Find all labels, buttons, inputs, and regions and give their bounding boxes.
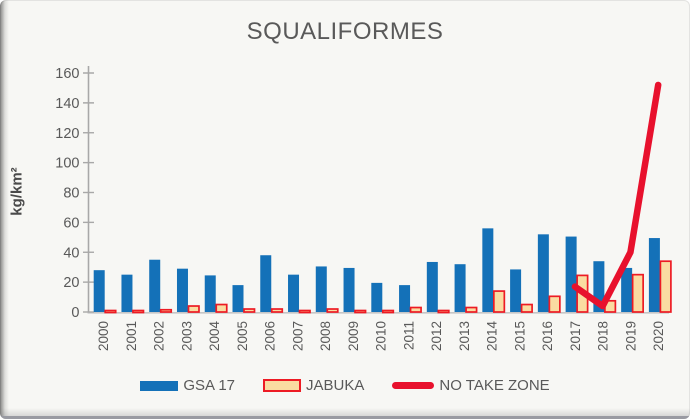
chart-legend: GSA 17 JABUKA NO TAKE ZONE [0,377,690,394]
x-tick-label-2015: 2015 [512,321,527,351]
chart-title: SQUALIFORMES [246,18,444,45]
bar-jabuka-2003 [187,305,200,313]
bar-jabuka-2006 [270,308,284,313]
x-tick-label-2006: 2006 [263,321,278,351]
bar-gsa17-2016 [537,234,549,312]
legend-item-gsa17: GSA 17 [140,377,235,394]
bar-gsa17-2013 [454,264,466,312]
x-tick-label-2013: 2013 [457,321,472,351]
x-tick-label-2004: 2004 [207,321,222,352]
bar-jabuka-2013 [465,306,478,313]
bar-jabuka-2009 [354,309,367,314]
x-tick-label-2014: 2014 [485,321,500,352]
legend-label-no-take-zone: NO TAKE ZONE [439,377,550,394]
bar-gsa17-2000 [93,270,105,312]
x-tick-label-2007: 2007 [290,321,305,351]
y-tick-label-40: 40 [63,245,79,261]
bar-jabuka-2014 [492,290,506,313]
bar-jabuka-2010 [381,309,395,314]
gsa17-swatch-icon [140,380,179,391]
bar-jabuka-2004 [215,303,228,313]
bar-gsa17-2011 [399,285,411,312]
no-take-zone-swatch-icon [392,382,435,389]
bar-jabuka-2001 [132,309,145,314]
x-tick-label-2008: 2008 [318,321,333,351]
y-tick-label-60: 60 [63,215,79,231]
bar-gsa17-2012 [426,261,438,312]
no-take-zone-line [571,81,662,310]
bar-jabuka-2000 [104,309,117,314]
y-tick-label-140: 140 [55,96,79,112]
x-tick-label-2003: 2003 [179,321,194,351]
bar-gsa17-2006 [260,255,272,312]
legend-item-no-take-zone: NO TAKE ZONE [392,377,550,394]
legend-item-jabuka: JABUKA [263,377,364,394]
x-tick-label-2010: 2010 [374,321,389,351]
bar-jabuka-2012 [437,309,450,314]
bar-gsa17-2002 [149,259,161,312]
x-tick-label-2011: 2011 [401,321,416,350]
y-tick-label-80: 80 [63,186,79,202]
bar-jabuka-2020 [659,260,672,313]
x-tick-label-2012: 2012 [429,321,444,351]
x-tick-label-2009: 2009 [346,321,361,351]
x-tick-label-2000: 2000 [96,321,111,351]
bar-gsa17-2015 [510,269,522,312]
bar-jabuka-2011 [409,306,422,313]
x-tick-label-2016: 2016 [540,321,555,351]
legend-label-gsa17: GSA 17 [183,377,236,394]
y-tick-label-20: 20 [63,275,79,291]
x-tick-label-2001: 2001 [124,321,139,351]
bar-jabuka-2008 [326,308,339,313]
bar-jabuka-2016 [548,295,561,313]
bar-gsa17-2001 [121,274,133,312]
bar-gsa17-2004 [204,275,216,312]
bar-gsa17-2018 [593,261,605,312]
bar-gsa17-2019 [621,267,633,312]
x-tick-label-2019: 2019 [623,321,638,351]
x-tick-label-2018: 2018 [596,321,611,351]
bar-gsa17-2014 [482,228,494,312]
x-tick-label-2020: 2020 [651,321,666,351]
bar-gsa17-2007 [288,274,300,312]
bar-gsa17-2009 [343,267,355,312]
y-tick-label-160: 160 [55,66,79,82]
bar-gsa17-2003 [176,268,188,312]
jabuka-swatch-icon [263,379,302,392]
x-tick-label-2002: 2002 [152,321,167,351]
bar-gsa17-2017 [565,236,577,312]
legend-label-jabuka: JABUKA [306,377,365,394]
bar-jabuka-2005 [243,308,256,313]
bar-gsa17-2010 [371,282,383,312]
bar-jabuka-2015 [520,303,533,313]
y-tick-label-0: 0 [71,305,79,321]
y-tick-label-100: 100 [55,156,79,172]
bar-jabuka-2019 [631,273,644,313]
x-tick-label-2005: 2005 [235,321,250,351]
bar-gsa17-2008 [315,266,327,312]
bar-gsa17-2005 [232,285,244,312]
bar-gsa17-2020 [648,238,660,312]
y-tick-label-120: 120 [55,126,79,142]
bar-jabuka-2007 [298,309,311,314]
x-tick-label-2017: 2017 [568,321,583,351]
bar-jabuka-2002 [159,308,173,313]
